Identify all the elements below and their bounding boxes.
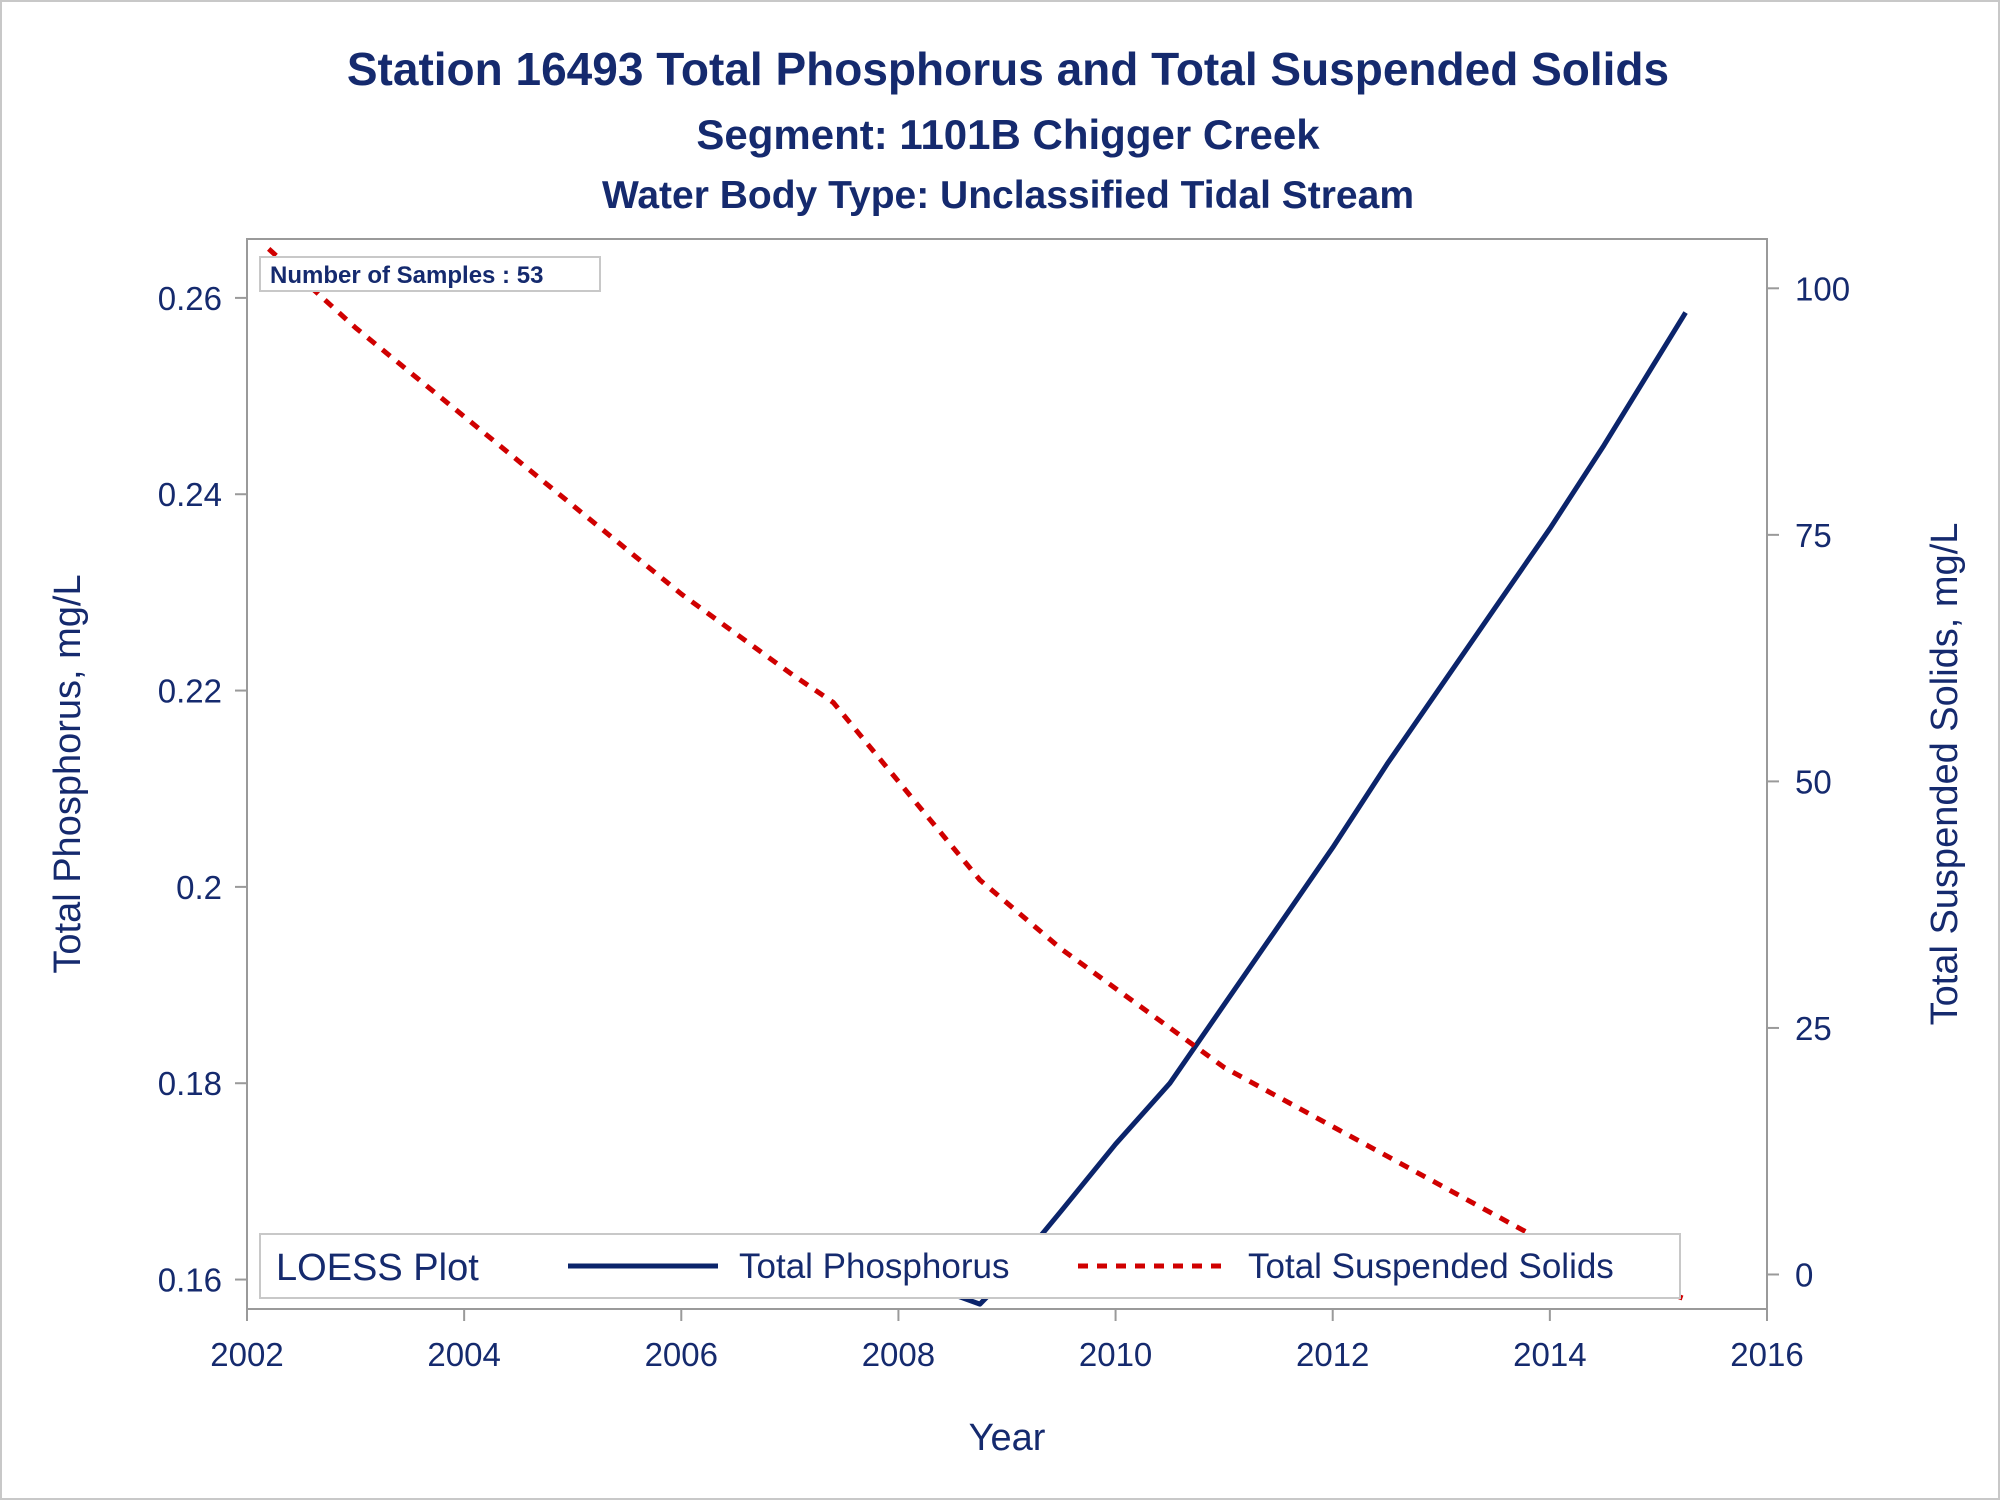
sample-count-text: Number of Samples : 53 xyxy=(270,262,543,289)
y-axis-right: 0 25 50 75 100 xyxy=(1766,239,1850,1309)
chart-title: Station 16493 Total Phosphorus and Total… xyxy=(347,43,1669,95)
chart-subtitle: Segment: 1101B Chigger Creek xyxy=(696,111,1320,158)
y-tick-label: 0.24 xyxy=(158,476,222,513)
x-tick-label: 2002 xyxy=(210,1336,283,1373)
y2-tick-label: 0 xyxy=(1795,1256,1813,1293)
y-axis-left: 0.16 0.18 0.2 0.22 0.24 0.26 xyxy=(158,239,248,1309)
sample-count-frame xyxy=(259,256,601,292)
y2-axis-label: Total Suspended Solids, mg/L xyxy=(1924,523,1966,1026)
legend-entry-tss: Total Suspended Solids xyxy=(1248,1247,1614,1286)
legend-frame xyxy=(259,1233,1681,1299)
legend: LOESS Plot Total Phosphorus Total Suspen… xyxy=(259,1233,1681,1299)
x-tick-label: 2012 xyxy=(1296,1336,1369,1373)
x-axis: 2002 2004 2006 2008 2010 2012 2014 2016 xyxy=(210,1308,1804,1373)
x-tick-label: 2016 xyxy=(1730,1336,1803,1373)
legend-title: LOESS Plot xyxy=(276,1247,479,1289)
y-tick-label: 0.16 xyxy=(158,1262,222,1299)
y-tick-label: 0.18 xyxy=(158,1065,222,1102)
plot-area xyxy=(246,238,1768,1310)
y2-tick-label: 25 xyxy=(1795,1010,1832,1047)
x-axis-label: Year xyxy=(969,1417,1046,1459)
y2-tick-label: 75 xyxy=(1795,517,1832,554)
y-tick-label: 0.26 xyxy=(158,280,222,317)
y-tick-label: 0.2 xyxy=(176,869,222,906)
x-tick-label: 2004 xyxy=(427,1336,500,1373)
y2-tick-label: 100 xyxy=(1795,270,1850,307)
y-tick-label: 0.22 xyxy=(158,673,222,710)
legend-entry-phosphorus: Total Phosphorus xyxy=(739,1247,1009,1286)
x-tick-label: 2010 xyxy=(1079,1336,1152,1373)
x-tick-label: 2014 xyxy=(1513,1336,1586,1373)
series-line-tss xyxy=(267,247,1687,1302)
y-axis-label: Total Phosphorus, mg/L xyxy=(47,574,89,973)
y2-tick-label: 50 xyxy=(1795,763,1832,800)
sample-count-box: Number of Samples : 53 xyxy=(259,256,601,292)
x-tick-label: 2006 xyxy=(645,1336,718,1373)
x-tick-label: 2008 xyxy=(862,1336,935,1373)
chart-subtitle-2: Water Body Type: Unclassified Tidal Stre… xyxy=(602,174,1414,217)
